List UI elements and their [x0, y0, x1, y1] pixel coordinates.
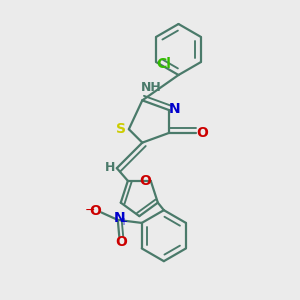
- Text: O: O: [115, 235, 127, 249]
- Text: Cl: Cl: [157, 57, 171, 71]
- Text: N: N: [113, 212, 125, 225]
- Text: O: O: [196, 126, 208, 140]
- Text: NH: NH: [141, 81, 162, 94]
- Text: S: S: [116, 122, 126, 136]
- Text: +: +: [119, 217, 127, 227]
- Text: H: H: [105, 161, 116, 174]
- Text: O: O: [89, 204, 101, 218]
- Text: N: N: [169, 102, 181, 116]
- Text: O: O: [139, 174, 151, 188]
- Text: −: −: [85, 203, 95, 217]
